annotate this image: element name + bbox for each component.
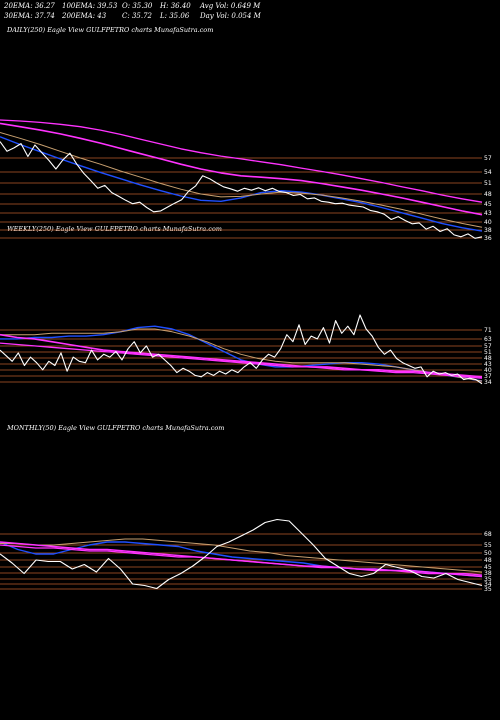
daily-tick-label: 57 <box>484 155 492 162</box>
weekly-tick-label: 51 <box>484 349 492 356</box>
weekly-tick-label: 48 <box>484 355 492 362</box>
header-close: C: 35.72 <box>122 12 152 20</box>
header-low: L: 35.06 <box>160 12 190 20</box>
daily-tick-label: 45 <box>484 201 492 208</box>
weekly-ema-long-line <box>0 333 483 378</box>
monthly-tick-label: 35 <box>484 586 492 593</box>
daily-ema-long-line-2 <box>0 119 483 203</box>
weekly-tick-label: 40 <box>484 367 492 374</box>
daily-tick-label: 54 <box>484 169 492 176</box>
weekly-ema-mid-line <box>0 328 483 382</box>
weekly-tick-label: 57 <box>484 343 492 350</box>
weekly-price-line <box>0 314 483 385</box>
header-open: O: 35.30 <box>122 2 153 10</box>
daily-tick-label: 40 <box>484 219 492 226</box>
daily-tick-label: 48 <box>484 191 492 198</box>
header-avg-vol: Avg Vol: 0.649 M <box>200 2 261 10</box>
monthly-tick-label: 45 <box>484 564 492 571</box>
monthly-tick-label: 48 <box>484 557 492 564</box>
header-day-vol: Day Vol: 0.054 M <box>200 12 261 20</box>
monthly-ema-long-line <box>0 541 483 578</box>
weekly-tick-label: 63 <box>484 336 492 343</box>
header-high: H: 36.40 <box>160 2 191 10</box>
monthly-tick-label: 68 <box>484 531 492 538</box>
daily-tick-label: 38 <box>484 227 492 234</box>
daily-panel-title: DAILY(250) Eagle View GULFPETRO charts M… <box>7 26 214 34</box>
weekly-panel-title: WEEKLY(250) Eagle View GULFPETRO charts … <box>7 225 222 233</box>
monthly-panel-title: MONTHLY(50) Eagle View GULFPETRO charts … <box>7 424 225 432</box>
monthly-ema-mid-line <box>0 538 483 573</box>
weekly-tick-label: 37 <box>484 373 492 380</box>
monthly-price-line <box>0 518 483 590</box>
monthly-tick-label: 35 <box>484 576 492 583</box>
header-ema20: 20EMA: 36.27 <box>4 2 55 10</box>
monthly-tick-label: 55 <box>484 542 492 549</box>
header-ema200: 200EMA: 43 <box>62 12 107 20</box>
weekly-tick-label: 71 <box>484 327 492 334</box>
weekly-tick-label: 34 <box>484 379 492 386</box>
monthly-tick-label: 38 <box>484 570 492 577</box>
daily-tick-label: 36 <box>484 235 492 242</box>
daily-ema-mid-line <box>0 132 483 228</box>
monthly-tick-label: 34 <box>484 581 492 588</box>
daily-ema-long-line <box>0 122 483 216</box>
monthly-tick-label: 50 <box>484 550 492 557</box>
daily-price-line <box>0 141 483 239</box>
header-ema30: 30EMA: 37.74 <box>4 12 55 20</box>
monthly-ema-long-line-2 <box>0 544 483 576</box>
daily-tick-label: 51 <box>484 180 492 187</box>
weekly-tick-label: 43 <box>484 361 492 368</box>
daily-ema-short-line <box>0 136 483 232</box>
daily-tick-label: 43 <box>484 210 492 217</box>
header-ema100: 100EMA: 39.53 <box>62 2 118 10</box>
weekly-ema-long-line-2 <box>0 342 483 379</box>
